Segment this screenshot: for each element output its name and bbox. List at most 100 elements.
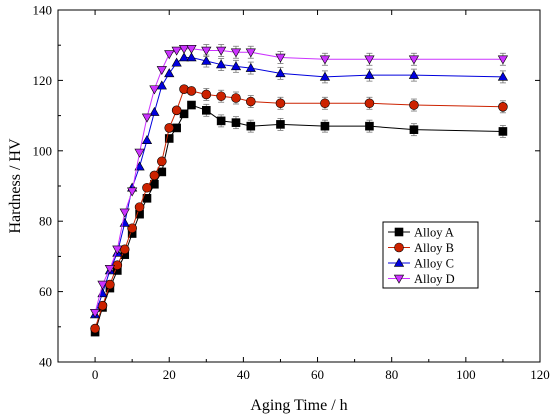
data-point: [409, 125, 419, 134]
data-point: [202, 106, 211, 115]
data-point: [149, 170, 160, 181]
data-point: [156, 66, 167, 76]
data-point: [319, 55, 331, 65]
data-point: [119, 208, 130, 218]
data-point: [150, 179, 159, 189]
data-point: [201, 89, 212, 100]
data-point: [171, 46, 182, 56]
y-tick-label: 140: [33, 3, 53, 18]
data-point: [319, 71, 331, 81]
y-tick-label: 40: [39, 355, 52, 370]
data-point: [231, 93, 241, 103]
data-point: [104, 264, 116, 274]
data-point: [276, 120, 285, 129]
y-tick-label: 60: [39, 284, 52, 299]
x-tick-label: 80: [385, 367, 398, 382]
data-point: [245, 48, 256, 58]
y-tick-label: 80: [39, 214, 52, 229]
x-tick-label: 40: [237, 367, 250, 382]
data-point: [320, 121, 330, 131]
data-point: [275, 98, 286, 109]
data-point: [246, 96, 256, 107]
data-point: [216, 91, 226, 102]
data-point: [365, 121, 374, 131]
data-point: [178, 44, 190, 54]
data-point: [157, 156, 167, 167]
data-point: [178, 52, 190, 62]
data-point: [186, 86, 197, 96]
data-point: [498, 127, 508, 136]
data-point: [364, 55, 375, 65]
data-point: [216, 46, 227, 56]
series-2: [90, 84, 508, 334]
y-tick-label: 120: [33, 73, 53, 88]
data-point: [171, 57, 182, 67]
legend-label: Alloy D: [414, 272, 455, 286]
x-tick-label: 20: [163, 367, 176, 382]
data-point: [230, 48, 242, 58]
data-point: [164, 50, 175, 60]
data-point: [231, 118, 241, 127]
data-point: [364, 69, 375, 79]
y-tick-label: 100: [33, 143, 53, 158]
legend-item: Alloy C: [388, 257, 454, 271]
data-point: [179, 109, 189, 119]
data-point: [171, 105, 182, 116]
axis-ticks: 0 20 40 60 80 100 120 40 60 80 100 120 140: [33, 3, 550, 383]
data-point: [216, 59, 227, 69]
legend-marker: [393, 257, 405, 267]
legend-item: Alloy A: [388, 226, 454, 240]
data-point: [157, 167, 167, 177]
data-point: [127, 223, 137, 234]
data-point: [408, 69, 420, 79]
data-point: [408, 55, 420, 65]
data-point: [89, 308, 101, 318]
legend-item: Alloy D: [388, 272, 455, 286]
data-point: [409, 100, 419, 110]
data-point: [149, 85, 160, 95]
x-tick-label: 0: [92, 367, 99, 382]
legend-label: Alloy B: [414, 241, 454, 255]
y-axis-title: Hardness / HV: [7, 138, 24, 234]
data-point: [186, 52, 197, 62]
legend-label: Alloy C: [414, 257, 454, 271]
data-point: [134, 202, 145, 212]
legend-marker: [394, 227, 404, 237]
data-point: [320, 98, 330, 109]
data-point: [275, 53, 286, 63]
data-point: [230, 61, 242, 71]
series-4: [89, 44, 509, 318]
data-point: [164, 134, 174, 143]
data-point: [275, 68, 286, 78]
data-point: [497, 71, 509, 81]
x-tick-label: 120: [530, 367, 550, 382]
data-point: [134, 148, 145, 158]
legend-label: Alloy A: [414, 226, 454, 240]
data-point: [156, 80, 167, 90]
data-point: [187, 100, 196, 110]
data-point: [97, 280, 108, 290]
data-point: [142, 182, 152, 193]
series-line: [94, 104, 503, 333]
legend-marker: [393, 274, 405, 284]
data-point: [149, 106, 160, 116]
data-point: [201, 46, 212, 56]
series-layer: [89, 44, 509, 337]
data-point: [112, 245, 123, 255]
data-point: [164, 68, 175, 78]
data-point: [364, 98, 375, 109]
data-point: [141, 113, 153, 123]
data-point: [119, 217, 130, 227]
series-1: [90, 100, 508, 337]
x-tick-label: 100: [456, 367, 476, 382]
legend-marker: [394, 242, 404, 253]
data-point: [498, 102, 508, 112]
legend-item: Alloy B: [388, 241, 454, 255]
x-axis-title: Aging Time / h: [250, 397, 347, 414]
data-point: [127, 187, 138, 197]
data-point: [497, 55, 509, 65]
data-point: [164, 123, 175, 133]
data-point: [245, 62, 256, 72]
